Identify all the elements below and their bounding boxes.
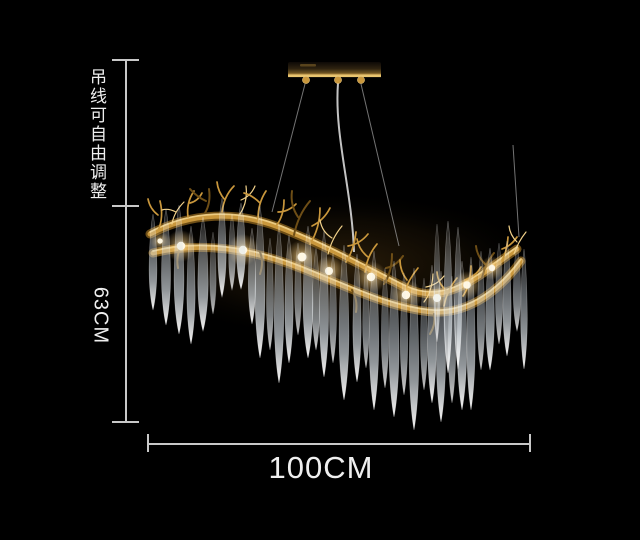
suspension-wires [271, 82, 520, 253]
dimension-tick [147, 434, 149, 452]
hanging-wire-note: 吊线可自由调整 [87, 68, 106, 201]
horizontal-dimension-line [147, 443, 530, 445]
dimension-tick [112, 205, 139, 207]
width-dimension-label: 100CM [268, 450, 374, 485]
dimension-tick [112, 59, 139, 61]
dimension-tick [112, 421, 139, 423]
dimension-tick [529, 434, 531, 452]
ceiling-canopy [288, 62, 381, 84]
height-dimension-label: 63CM [89, 286, 112, 345]
power-cord [336, 82, 355, 253]
vertical-dimension-line [125, 59, 127, 423]
